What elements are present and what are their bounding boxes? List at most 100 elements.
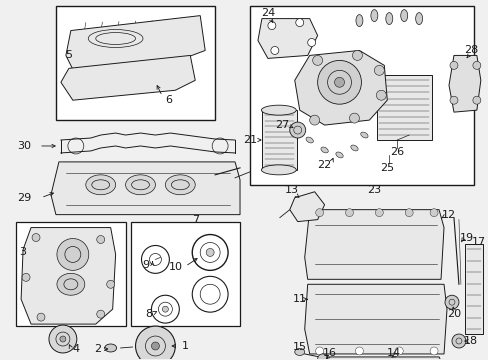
- Ellipse shape: [165, 175, 195, 195]
- Circle shape: [376, 90, 386, 100]
- Text: 12: 12: [441, 210, 455, 220]
- Circle shape: [449, 96, 457, 104]
- Circle shape: [151, 342, 159, 350]
- Circle shape: [472, 62, 480, 69]
- Circle shape: [57, 239, 89, 270]
- Circle shape: [315, 347, 323, 355]
- Bar: [464, 244, 482, 334]
- Text: 10: 10: [168, 262, 182, 273]
- Text: 20: 20: [446, 309, 460, 319]
- Ellipse shape: [350, 145, 357, 151]
- Polygon shape: [294, 50, 386, 125]
- Polygon shape: [51, 162, 240, 215]
- Text: 9: 9: [142, 260, 149, 270]
- Ellipse shape: [370, 10, 377, 22]
- Ellipse shape: [415, 13, 422, 24]
- Text: 7: 7: [191, 215, 199, 225]
- Text: 22: 22: [317, 160, 331, 170]
- Circle shape: [312, 55, 322, 66]
- Circle shape: [135, 326, 175, 360]
- Circle shape: [444, 295, 458, 309]
- Polygon shape: [66, 15, 205, 75]
- Ellipse shape: [57, 273, 84, 295]
- Bar: [249, 6, 473, 185]
- Circle shape: [429, 209, 437, 217]
- Text: 28: 28: [463, 45, 477, 55]
- Circle shape: [429, 347, 437, 355]
- Circle shape: [106, 280, 114, 288]
- Text: 29: 29: [17, 193, 31, 203]
- Polygon shape: [289, 192, 324, 222]
- Circle shape: [309, 115, 319, 125]
- Circle shape: [451, 334, 465, 348]
- Circle shape: [375, 209, 383, 217]
- Text: 3: 3: [20, 247, 26, 257]
- Text: 16: 16: [322, 348, 336, 358]
- Ellipse shape: [360, 132, 367, 138]
- Polygon shape: [21, 228, 115, 324]
- Ellipse shape: [335, 152, 343, 158]
- Ellipse shape: [355, 15, 362, 27]
- Polygon shape: [257, 19, 317, 58]
- Text: 24: 24: [260, 8, 274, 18]
- Text: 1: 1: [182, 341, 188, 351]
- Text: 27: 27: [274, 120, 288, 130]
- Bar: [56, 6, 215, 120]
- Circle shape: [22, 273, 30, 281]
- Ellipse shape: [294, 348, 304, 355]
- Ellipse shape: [400, 10, 407, 22]
- Ellipse shape: [85, 175, 115, 195]
- Ellipse shape: [125, 175, 155, 195]
- Ellipse shape: [261, 165, 296, 175]
- Ellipse shape: [320, 147, 327, 153]
- Polygon shape: [314, 357, 443, 360]
- Polygon shape: [448, 55, 480, 112]
- Circle shape: [307, 39, 315, 46]
- Text: 26: 26: [389, 147, 404, 157]
- Text: 15: 15: [292, 342, 306, 352]
- Text: 30: 30: [17, 141, 31, 151]
- Ellipse shape: [305, 137, 313, 143]
- Circle shape: [352, 50, 362, 60]
- Text: 25: 25: [380, 163, 393, 173]
- Text: 6: 6: [164, 95, 171, 105]
- Circle shape: [472, 96, 480, 104]
- Bar: [377, 75, 431, 140]
- Bar: [130, 222, 240, 326]
- Polygon shape: [61, 55, 195, 100]
- Text: 11: 11: [292, 294, 306, 304]
- Polygon shape: [304, 284, 446, 354]
- Circle shape: [60, 336, 66, 342]
- Circle shape: [295, 19, 303, 27]
- Text: 19: 19: [459, 233, 473, 243]
- Circle shape: [449, 62, 457, 69]
- Circle shape: [267, 22, 275, 30]
- Circle shape: [405, 209, 412, 217]
- Text: 5: 5: [65, 50, 72, 60]
- Bar: [262, 110, 296, 170]
- Circle shape: [349, 113, 359, 123]
- Text: 23: 23: [366, 185, 381, 195]
- Ellipse shape: [385, 13, 392, 24]
- Ellipse shape: [104, 344, 117, 352]
- Ellipse shape: [261, 105, 296, 115]
- Text: 13: 13: [284, 185, 298, 195]
- Circle shape: [334, 77, 344, 87]
- Circle shape: [270, 46, 278, 54]
- Text: 8: 8: [144, 309, 152, 319]
- Text: 2: 2: [94, 344, 101, 354]
- Circle shape: [317, 60, 361, 104]
- Circle shape: [32, 234, 40, 242]
- Circle shape: [317, 354, 327, 360]
- Circle shape: [49, 325, 77, 353]
- Circle shape: [289, 122, 305, 138]
- Circle shape: [374, 66, 384, 75]
- Circle shape: [37, 313, 45, 321]
- Circle shape: [97, 310, 104, 318]
- Circle shape: [97, 235, 104, 243]
- Text: 18: 18: [463, 336, 477, 346]
- Circle shape: [315, 209, 323, 217]
- Text: 21: 21: [243, 135, 257, 145]
- Text: 14: 14: [386, 348, 401, 358]
- Bar: [16, 222, 125, 326]
